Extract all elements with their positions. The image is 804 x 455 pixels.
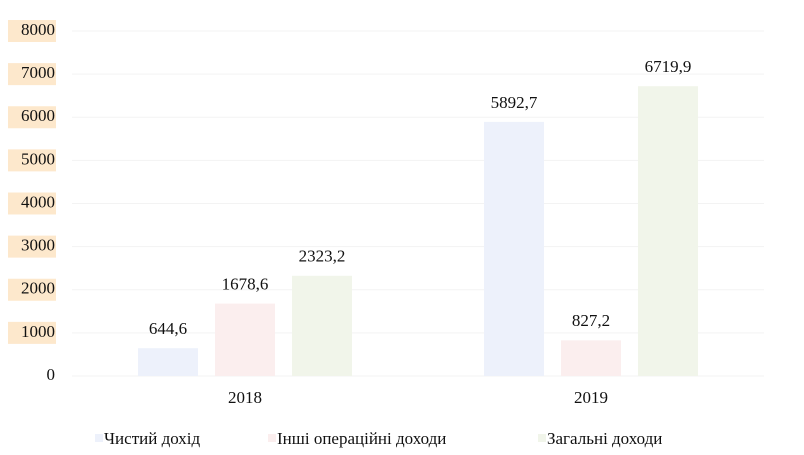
tick-highlight bbox=[8, 149, 56, 172]
tick-highlight bbox=[8, 63, 56, 86]
y-tick-label: 7000 bbox=[21, 63, 55, 82]
y-tick-label: 3000 bbox=[21, 236, 55, 255]
bar bbox=[292, 275, 352, 376]
legend-label: Чистий дохід bbox=[104, 429, 201, 448]
tick-highlight bbox=[8, 106, 56, 129]
x-tick-label: 2019 bbox=[574, 388, 608, 407]
legend-label: Загальні доходи bbox=[547, 429, 662, 448]
data-label: 644,6 bbox=[149, 319, 187, 338]
legend-swatch bbox=[538, 434, 546, 442]
bar bbox=[215, 303, 275, 376]
bar bbox=[638, 86, 698, 376]
legend-label: Інші операційні доходи bbox=[277, 429, 446, 448]
bar bbox=[561, 340, 621, 376]
data-label: 1678,6 bbox=[222, 275, 269, 294]
bar bbox=[138, 348, 198, 376]
data-label: 6719,9 bbox=[645, 57, 692, 76]
y-tick-label: 5000 bbox=[21, 149, 55, 168]
data-label: 5892,7 bbox=[491, 93, 538, 112]
tick-highlight bbox=[8, 235, 56, 258]
data-label: 2323,2 bbox=[299, 247, 346, 266]
y-tick-label: 8000 bbox=[21, 20, 55, 39]
tick-highlight bbox=[8, 192, 56, 215]
legend-swatch bbox=[268, 434, 276, 442]
bar bbox=[484, 121, 544, 376]
tick-highlight bbox=[8, 278, 56, 301]
y-tick-label: 0 bbox=[47, 365, 56, 384]
y-tick-label: 2000 bbox=[21, 279, 55, 298]
y-tick-label: 1000 bbox=[21, 322, 55, 341]
y-tick-label: 4000 bbox=[21, 192, 55, 211]
tick-highlight bbox=[8, 20, 56, 42]
tick-highlight bbox=[8, 321, 56, 344]
y-tick-label: 6000 bbox=[21, 106, 55, 125]
legend-swatch bbox=[95, 434, 103, 442]
data-label: 827,2 bbox=[572, 311, 610, 330]
x-tick-label: 2018 bbox=[228, 388, 262, 407]
